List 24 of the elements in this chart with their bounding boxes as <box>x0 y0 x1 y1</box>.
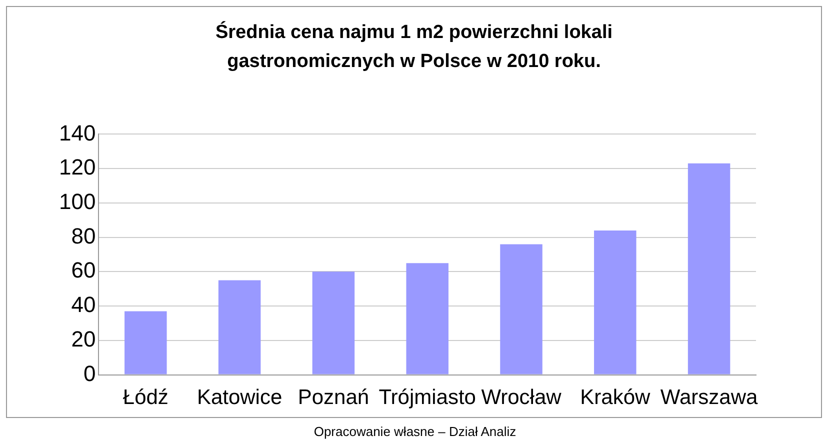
y-tick-label: 140 <box>58 120 96 146</box>
x-tick-label: Katowice <box>196 386 282 410</box>
y-tick-label: 60 <box>71 258 96 283</box>
y-tick-label: 40 <box>71 292 96 318</box>
y-tick-label: 100 <box>58 189 96 214</box>
x-tick-label: Wrocław <box>481 386 562 410</box>
bar <box>500 244 542 374</box>
bar <box>688 163 730 374</box>
x-tick-label: Poznań <box>298 386 370 410</box>
chart-title: Średnia cena najmu 1 m2 powierzchni lokali gastronomicznych w Polsce w 2010 roku. <box>214 20 614 74</box>
y-tick-label: 120 <box>58 154 96 180</box>
text: Opracowanie własne – Dział Analiz <box>312 424 518 439</box>
bar <box>218 280 261 374</box>
bar <box>406 263 448 374</box>
y-tick-label: 0 <box>83 360 96 386</box>
bar <box>124 311 167 374</box>
x-tick-label: Warszawa <box>660 386 758 410</box>
x-tick-label: Łódź <box>122 386 168 410</box>
y-tick-label: 80 <box>71 223 96 248</box>
bar <box>594 230 636 374</box>
bar <box>312 272 355 374</box>
y-tick-label: 20 <box>71 326 96 352</box>
x-tick-label: Kraków <box>580 386 651 410</box>
x-tick-label: Trójmiasto <box>378 386 476 410</box>
